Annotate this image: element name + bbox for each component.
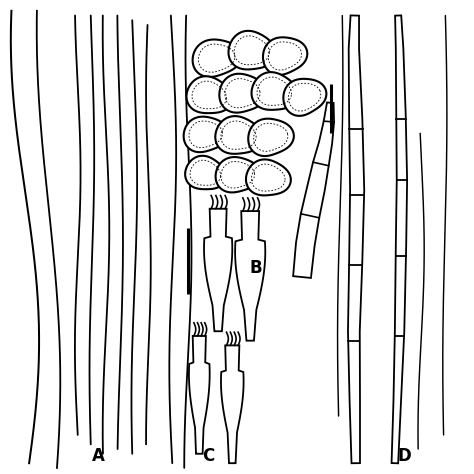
Polygon shape (235, 211, 265, 341)
Polygon shape (283, 79, 327, 116)
Polygon shape (219, 74, 266, 113)
Polygon shape (185, 156, 226, 189)
Polygon shape (348, 15, 364, 463)
Polygon shape (263, 37, 307, 75)
Polygon shape (392, 15, 407, 463)
Polygon shape (192, 39, 241, 77)
Text: B: B (249, 259, 262, 277)
Text: D: D (397, 447, 411, 465)
Polygon shape (215, 116, 262, 154)
Polygon shape (293, 102, 334, 278)
Polygon shape (189, 336, 210, 454)
Polygon shape (248, 118, 294, 156)
Polygon shape (228, 31, 275, 69)
Polygon shape (246, 159, 291, 195)
Text: A: A (91, 447, 104, 465)
Text: C: C (202, 447, 215, 465)
Polygon shape (186, 76, 232, 113)
Polygon shape (204, 209, 232, 331)
Polygon shape (216, 157, 260, 192)
Polygon shape (252, 72, 297, 110)
Polygon shape (221, 346, 244, 463)
Polygon shape (183, 117, 228, 152)
